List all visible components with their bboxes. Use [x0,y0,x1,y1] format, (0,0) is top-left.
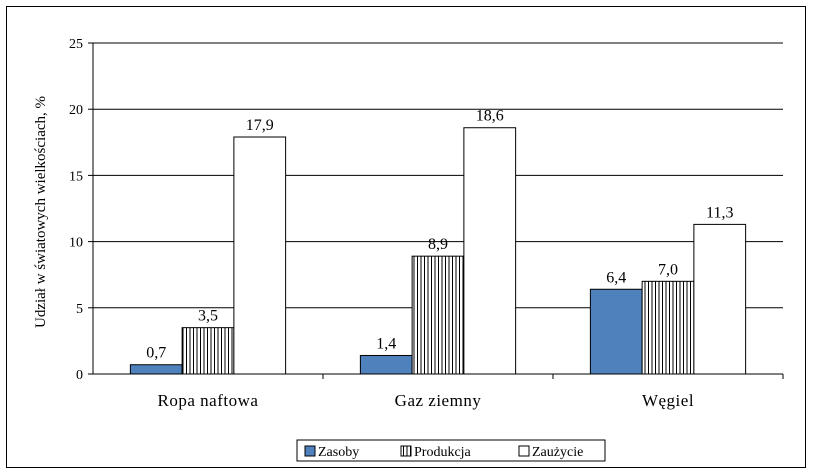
legend-swatch [518,445,530,457]
bar-zaużycie [233,136,287,375]
y-tick-label: 5 [76,302,83,317]
data-label: 11,3 [706,204,733,221]
legend: Zasoby Produkcja Zaużycie [296,439,606,462]
data-label: 7,0 [658,261,678,278]
x-category-label: Węgiel [642,391,694,410]
data-label: 1,4 [376,335,396,352]
legend-label: Produkcja [414,445,472,460]
x-category-label: Ropa naftowa [158,391,259,410]
x-category-label: Gaz ziemny [395,391,482,410]
legend-label: Zaużycie [532,445,583,460]
data-label: 3,5 [198,308,218,325]
y-tick-label: 10 [69,236,83,251]
bars [129,127,747,375]
y-tick-label: 15 [69,169,83,184]
bar-zaużycie [463,127,517,375]
legend-label: Zasoby [318,445,359,460]
data-label: 18,6 [476,108,504,125]
data-labels: 0,7 3,5 17,9 1,4 8,9 18,6 6,4 7,0 11,3 [146,108,733,362]
legend-swatch [400,445,412,457]
y-tick-label: 20 [69,103,83,118]
data-label: 0,7 [146,345,166,362]
data-label: 6,4 [606,269,626,286]
chart-frame: Udział w światowych wielkościach, % 0 5 10… [6,6,806,468]
bar-zaużycie [693,223,747,375]
bar-zasoby [589,288,643,375]
y-tick-label: 0 [76,368,83,383]
bar-chart: Udział w światowych wielkościach, % 0 5 10… [33,37,784,462]
bar-zasoby [129,364,183,375]
y-tick-label: 25 [69,37,83,52]
y-axis-ticks: 0 5 10 15 20 25 [69,37,83,383]
bar-produkcja [181,327,235,375]
legend-swatch [304,445,316,457]
axes [92,43,784,379]
data-label: 17,9 [246,117,274,134]
bar-zasoby [359,354,413,375]
x-axis-categories: Ropa naftowa Gaz ziemny Węgiel [158,391,694,410]
bar-produkcja [411,255,465,375]
bar-produkcja [641,280,695,375]
data-label: 8,9 [428,236,448,253]
y-axis-label: Udział w światowych wielkościach, % [33,96,49,328]
